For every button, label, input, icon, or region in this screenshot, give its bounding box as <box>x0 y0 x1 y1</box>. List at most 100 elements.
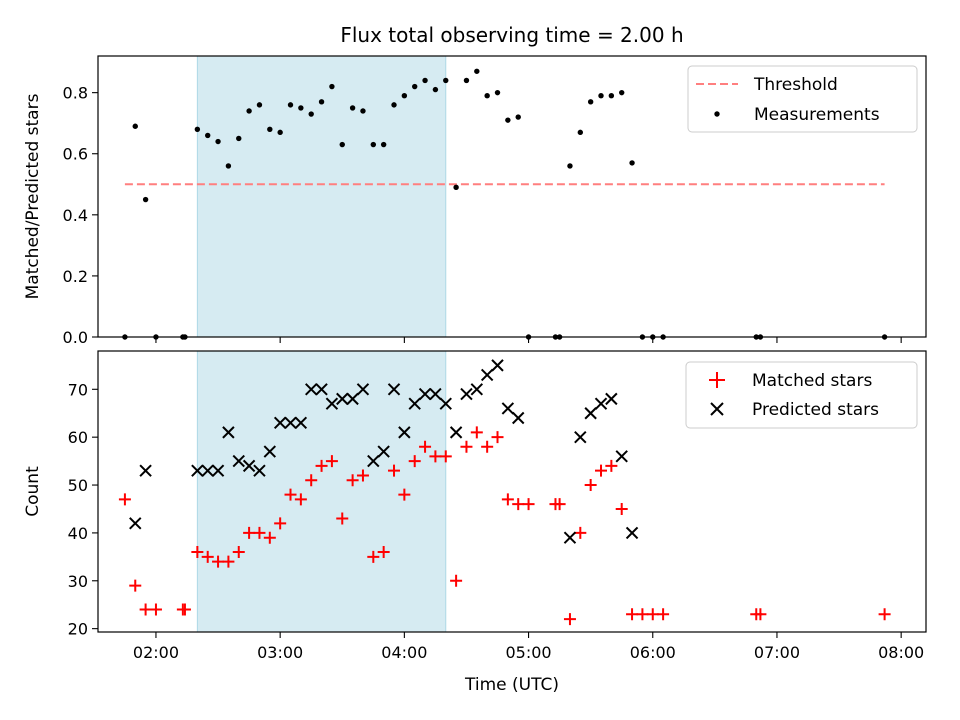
predicted-star-point <box>336 392 349 406</box>
predicted-legend-swatch <box>710 402 724 416</box>
measurements-series <box>122 68 888 340</box>
predicted-star-point <box>129 517 142 530</box>
measurement-point <box>432 86 439 93</box>
predicted-star-point <box>439 397 452 410</box>
measurements-legend-swatch <box>714 111 720 117</box>
measurement-point <box>360 108 366 114</box>
y-tick-label: 0.4 <box>63 206 88 225</box>
matched-star-point <box>232 546 245 559</box>
threshold-legend-label: Threshold <box>753 75 838 95</box>
matched-star-point <box>754 608 767 621</box>
predicted-star-point <box>201 464 214 477</box>
measurement-point <box>484 93 490 99</box>
measurement-point <box>453 184 459 191</box>
matched-star-point <box>419 440 432 453</box>
predicted-star-point <box>470 383 484 396</box>
bottom-observing-window <box>196 350 447 633</box>
measurement-point <box>619 89 625 96</box>
matched-star-point <box>118 493 131 506</box>
matched-star-point <box>636 608 649 621</box>
measurement-point <box>142 196 149 203</box>
measurement-point <box>267 126 273 133</box>
x-tick-label: 02:00 <box>133 643 179 662</box>
predicted-star-point <box>346 392 359 406</box>
x-tick-label: 06:00 <box>630 643 676 662</box>
y-tick-label: 0.6 <box>63 145 88 164</box>
measurement-point <box>587 99 594 105</box>
matched-star-point <box>584 479 597 492</box>
predicted-star-point <box>574 430 587 444</box>
predicted-star-point <box>315 383 328 396</box>
y-tick-label: 60 <box>68 428 88 447</box>
matched-star-point <box>388 464 401 477</box>
predicted-star-point <box>242 459 256 473</box>
bottom-legend-box <box>685 361 918 429</box>
measurement-point <box>598 93 604 99</box>
x-tick-label: 05:00 <box>506 643 552 662</box>
predicted-stars-series <box>129 359 639 544</box>
matched-star-point <box>149 603 162 616</box>
y-tick-label: 0.0 <box>63 328 88 347</box>
y-tick-label: 70 <box>68 380 88 399</box>
matched-star-point <box>191 546 204 559</box>
measurement-point <box>567 163 573 169</box>
matched-star-point <box>605 459 618 472</box>
measurement-point <box>505 117 511 123</box>
measurement-point <box>494 89 501 96</box>
matched-star-point <box>470 426 483 439</box>
matched-star-point <box>553 498 566 511</box>
measurement-point <box>412 83 418 90</box>
predicted-star-point <box>418 387 432 401</box>
bottom-y-axis-label: Count <box>23 466 43 517</box>
matched-star-point <box>294 493 307 506</box>
predicted-star-point <box>263 445 277 458</box>
x-tick-label: 04:00 <box>381 643 427 662</box>
matched-star-point <box>878 608 891 621</box>
matched-star-point <box>522 498 535 511</box>
x-tick-label: 03:00 <box>257 643 303 662</box>
measurement-point <box>256 102 263 108</box>
matched-star-point <box>305 474 318 487</box>
matched-star-point <box>284 488 297 501</box>
top-legend-box <box>687 65 918 133</box>
predicted-star-point <box>367 454 380 468</box>
measurement-point <box>225 163 232 169</box>
matched-star-point <box>139 603 152 616</box>
x-tick-label: 08:00 <box>878 643 924 662</box>
matched-star-point <box>646 608 659 621</box>
matched-star-point <box>178 603 191 616</box>
matched-star-point <box>481 440 494 453</box>
measurement-point <box>339 141 345 148</box>
matched-stars-series <box>118 426 891 626</box>
predicted-star-point <box>222 426 235 439</box>
bottom-panel: 20 30 40 50 60 70 02:00 03:00 04:00 05:00 06:00 07… <box>23 350 927 695</box>
matched-legend-swatch <box>709 372 725 388</box>
predicted-star-point <box>429 387 442 401</box>
predicted-star-point <box>512 411 525 425</box>
y-tick-label: 0.8 <box>63 84 88 103</box>
predicted-star-point <box>501 402 515 415</box>
measurement-point <box>329 83 335 90</box>
matched-legend-label: Matched stars <box>752 371 872 391</box>
x-axis-label: Time (UTC) <box>464 675 559 695</box>
predicted-star-point <box>294 416 308 430</box>
predicted-star-point <box>480 368 494 382</box>
matched-star-point <box>212 555 225 568</box>
y-tick-label: 50 <box>68 476 88 495</box>
predicted-star-point <box>139 464 152 477</box>
measurement-point <box>608 93 615 99</box>
predicted-star-point <box>563 531 577 544</box>
matched-star-point <box>408 455 421 468</box>
matched-star-point <box>563 613 576 626</box>
y-tick-label: 40 <box>68 524 88 543</box>
predicted-star-point <box>273 416 287 430</box>
measurement-point <box>391 102 397 108</box>
measurement-point <box>629 160 635 166</box>
predicted-star-point <box>460 387 473 401</box>
y-tick-label: 30 <box>68 572 88 591</box>
x-tick-label: 07:00 <box>754 643 800 662</box>
top-plot-frame <box>97 55 927 338</box>
measurement-point <box>370 141 377 148</box>
predicted-star-point <box>491 359 504 372</box>
predicted-star-point <box>615 450 628 463</box>
